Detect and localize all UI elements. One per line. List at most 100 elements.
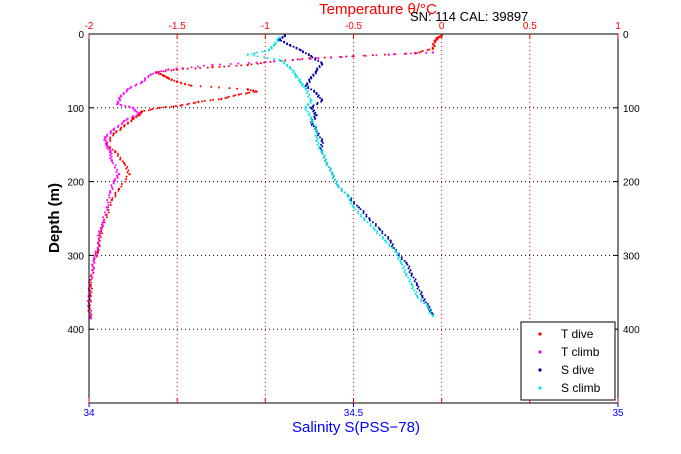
data-point (125, 175, 128, 178)
data-point (114, 164, 117, 167)
data-point (321, 141, 324, 144)
data-point (114, 179, 117, 182)
data-point (420, 291, 423, 294)
data-point (365, 213, 368, 216)
data-point (329, 167, 332, 170)
data-point (360, 215, 363, 218)
data-point (325, 163, 328, 166)
data-point (119, 128, 122, 131)
data-point (283, 41, 286, 44)
data-point (124, 163, 127, 166)
data-point (97, 234, 100, 237)
data-point (234, 94, 237, 97)
data-point (295, 47, 298, 50)
data-point (306, 90, 309, 93)
data-point (206, 66, 209, 69)
data-point (413, 289, 416, 292)
data-point (407, 267, 410, 270)
data-point (109, 132, 112, 135)
data-point (98, 234, 101, 237)
data-point (251, 89, 254, 92)
data-point (134, 84, 137, 87)
data-point (92, 259, 95, 262)
data-point (320, 150, 323, 154)
data-point (170, 79, 173, 82)
data-point (321, 63, 324, 66)
legend-label: T climb (561, 345, 600, 359)
data-point (400, 263, 403, 266)
data-point (170, 69, 173, 72)
data-point (261, 50, 264, 53)
data-point (256, 55, 259, 58)
data-point (228, 87, 231, 90)
data-point (318, 136, 321, 139)
data-point (298, 79, 301, 82)
data-point (389, 241, 392, 244)
data-point (106, 208, 109, 211)
tick-label-left: 400 (67, 325, 84, 336)
tick-label-top: 0 (439, 21, 445, 32)
data-point (328, 169, 331, 172)
data-point (112, 182, 115, 185)
data-point (413, 280, 416, 283)
data-point (86, 299, 89, 302)
data-point (316, 138, 319, 141)
data-point (337, 186, 340, 189)
data-point (335, 182, 338, 185)
data-point (229, 63, 232, 66)
data-point (418, 289, 421, 292)
data-point (396, 252, 399, 255)
data-point (354, 208, 357, 211)
data-point (106, 201, 109, 204)
tick-label-left: 0 (78, 30, 84, 41)
data-point (264, 60, 267, 64)
data-point (235, 64, 238, 67)
data-point (101, 223, 104, 226)
data-point (123, 119, 126, 123)
tick-label-top: -2 (85, 21, 94, 32)
data-point (170, 105, 173, 108)
data-point (381, 235, 384, 238)
data-point (209, 99, 212, 102)
data-point (411, 287, 414, 290)
data-point (307, 54, 310, 57)
data-point (139, 113, 142, 116)
data-point (375, 54, 378, 57)
data-point (423, 298, 426, 301)
data-point (320, 100, 323, 103)
data-point (381, 237, 384, 240)
data-point (181, 66, 184, 69)
tick-label-bottom: 34.5 (344, 408, 364, 419)
data-point (105, 144, 108, 147)
data-point (109, 201, 112, 204)
legend-marker (538, 332, 542, 336)
data-point (162, 75, 165, 78)
data-point (179, 104, 182, 107)
legend-box (520, 321, 616, 401)
data-point (374, 223, 377, 226)
data-point (122, 93, 125, 96)
data-point (112, 162, 115, 165)
data-point (201, 100, 204, 103)
data-point (397, 254, 400, 257)
data-point (107, 194, 110, 197)
data-point (395, 254, 398, 257)
data-point (288, 67, 291, 70)
data-point (174, 104, 177, 107)
data-point (416, 287, 419, 290)
data-point (393, 53, 396, 56)
data-point (409, 269, 412, 272)
data-point (111, 197, 114, 200)
data-point (312, 125, 315, 128)
data-point (116, 176, 119, 179)
data-point (323, 160, 326, 163)
data-point (308, 112, 311, 115)
data-point (366, 221, 369, 224)
data-point (278, 58, 281, 62)
data-point (90, 287, 93, 290)
data-point (375, 232, 378, 235)
data-point (417, 296, 420, 299)
data-point (291, 71, 294, 74)
data-point (129, 87, 132, 90)
data-point (299, 49, 302, 52)
